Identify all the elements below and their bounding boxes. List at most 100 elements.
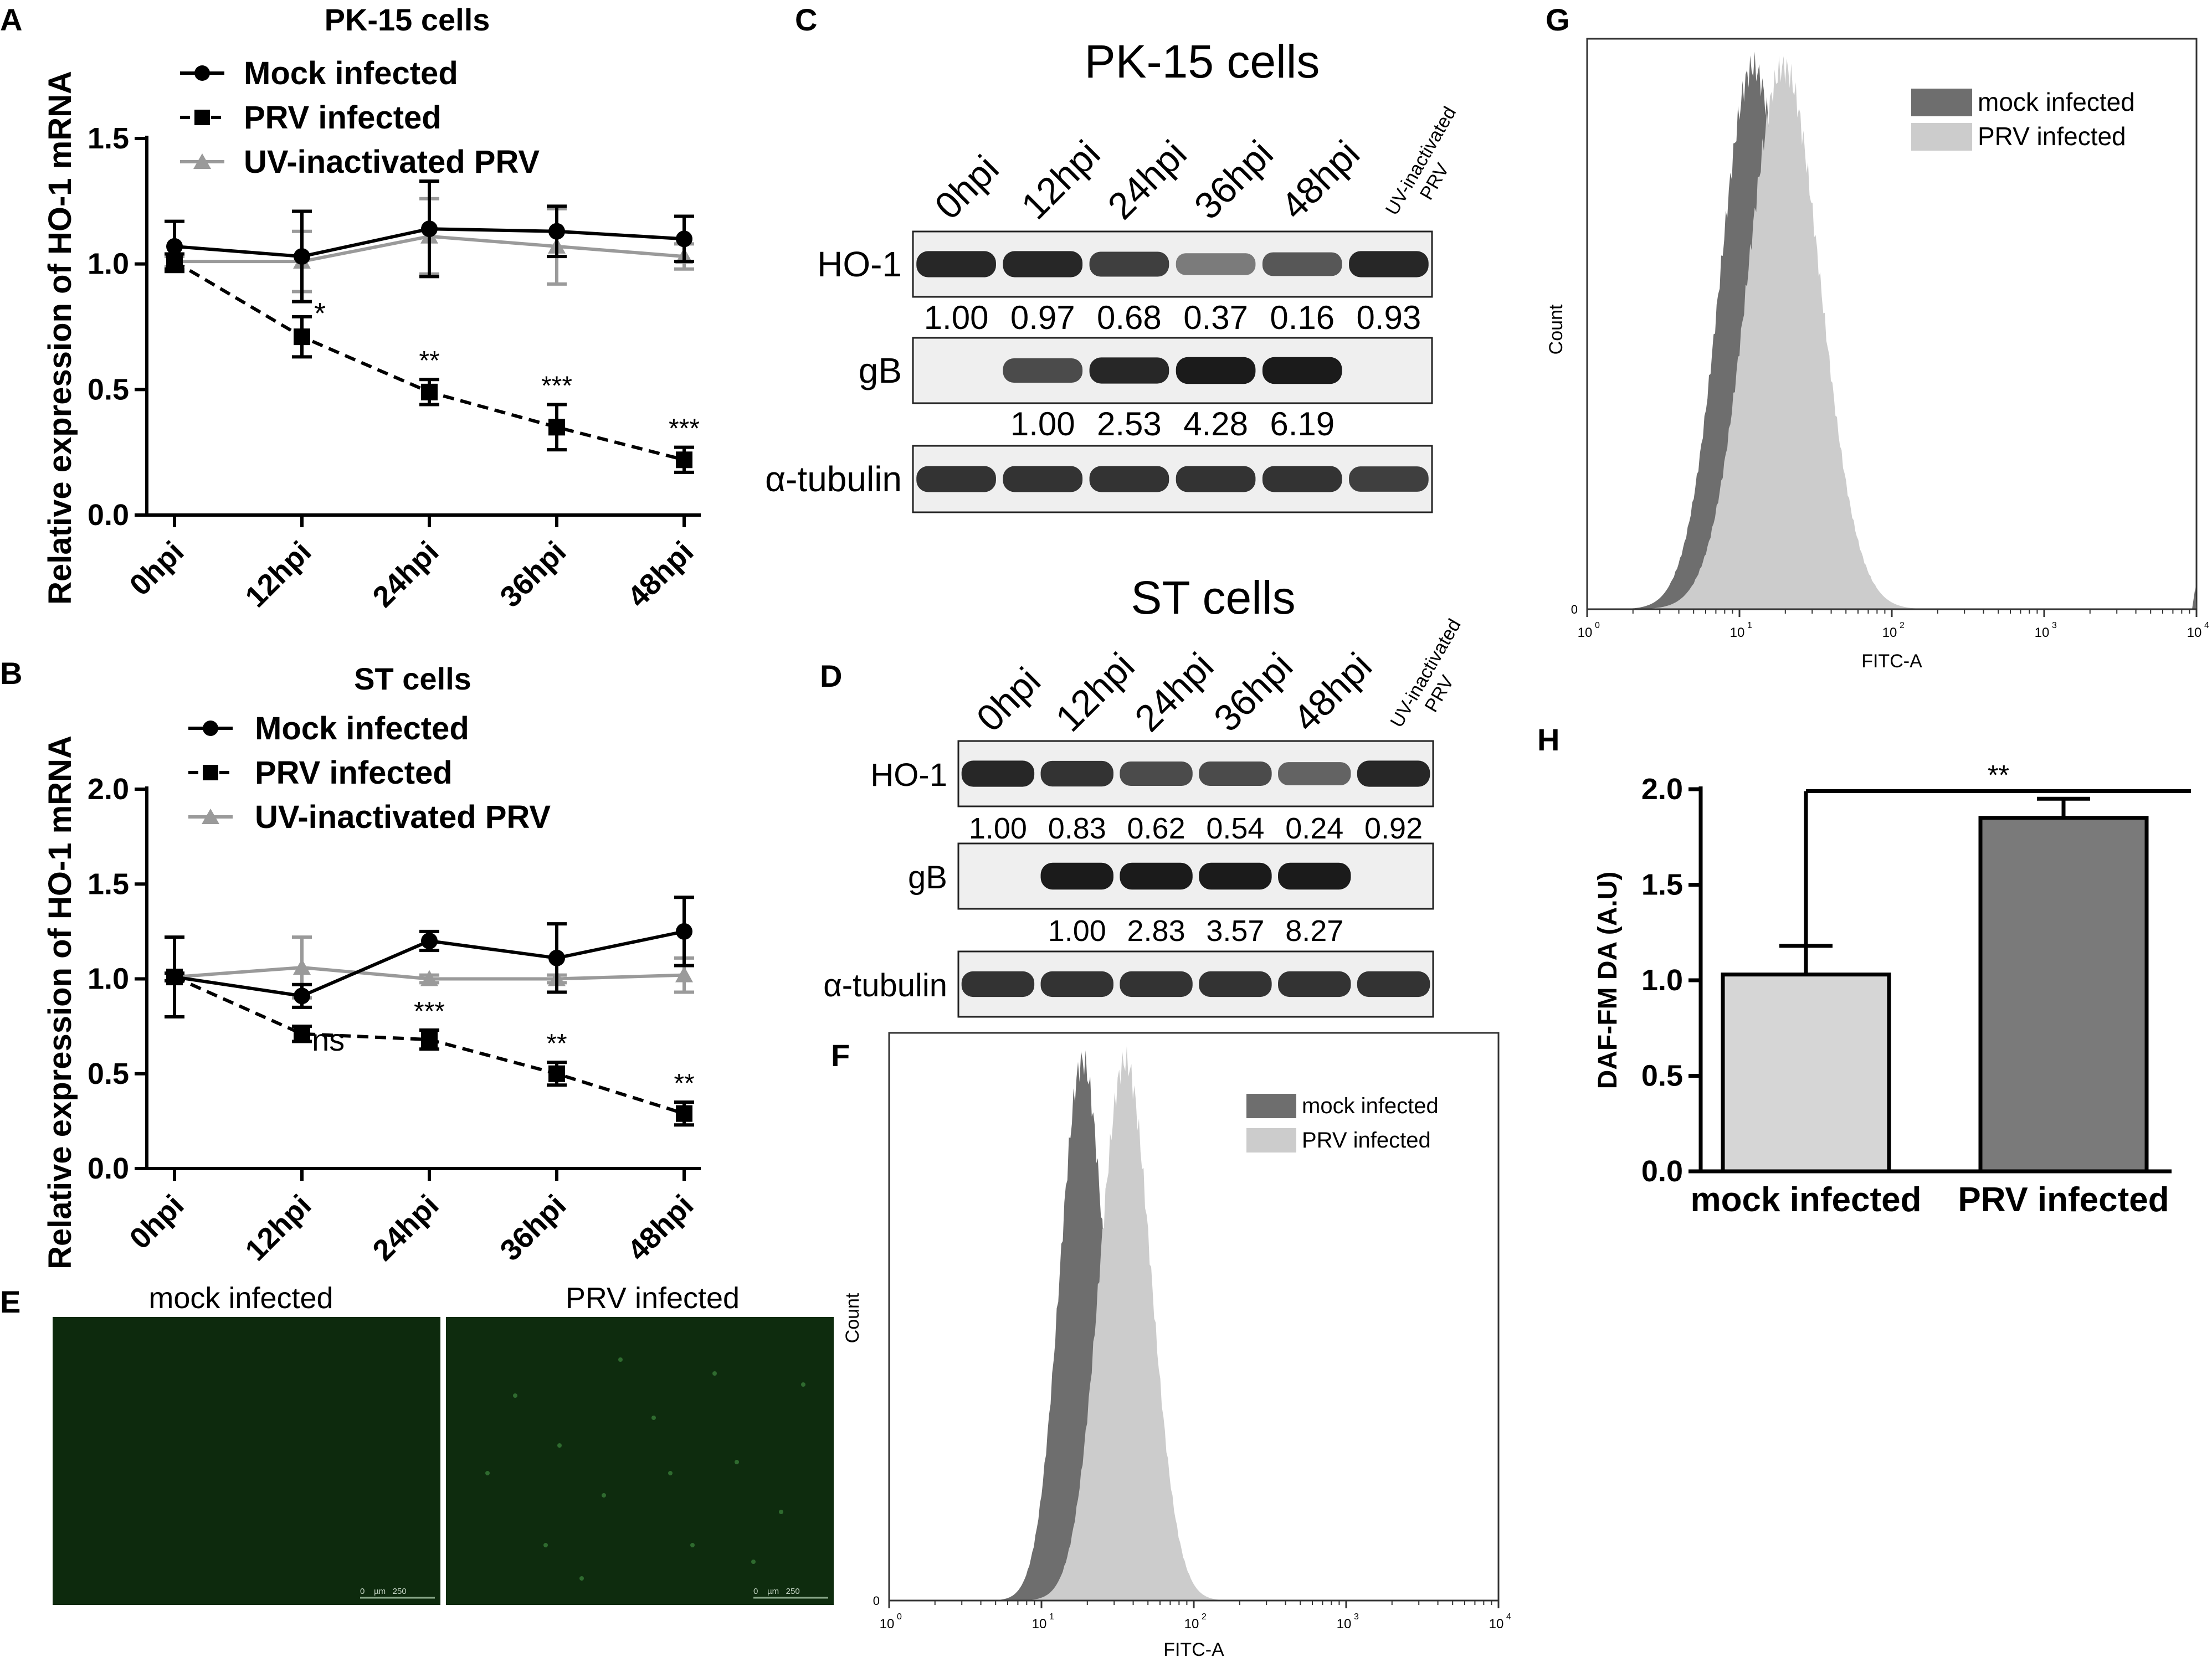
panel-b-point-1-4 (676, 1105, 692, 1122)
panel-h-ytick-label-1: 0.5 (1641, 1059, 1683, 1093)
panel-d-band-0-4 (1278, 762, 1351, 785)
panel-e-scalebar-mock: 0 µm 250 (360, 1587, 435, 1599)
panel-b-point-2-4 (675, 966, 693, 982)
panel-d-band-0-0 (961, 760, 1035, 787)
panel-h-marks: mock infected PRV infected ** (1691, 759, 2191, 1219)
panel-g-areas (1587, 52, 2196, 610)
panel-d-row-label-2: α-tubulin (823, 968, 947, 1004)
panel-g-legend: mock infected PRV infected (1911, 88, 2135, 151)
panel-c-value-1-2: 2.53 (1097, 405, 1162, 443)
panel-c-band-1-1 (1003, 358, 1083, 383)
panel-e-fluorescent-cell-12 (751, 1560, 756, 1564)
panel-d-blot-frame-1 (957, 842, 1434, 910)
panel-a-ytick-label-0: 0.0 (88, 498, 129, 532)
panel-a-ytick-label-1: 0.5 (88, 373, 129, 406)
panel-a-point-1-2 (421, 383, 438, 400)
panel-d-band-2-5 (1357, 971, 1430, 997)
panel-h-ytick-label-4: 2.0 (1641, 773, 1683, 806)
panel-e-fluorescent-cell-6 (779, 1510, 783, 1514)
panel-g-edge-spike (2192, 587, 2196, 609)
panel-c-value-0-0: 1.00 (924, 299, 989, 336)
panel-e-fluorescent-cell-13 (485, 1471, 490, 1475)
panel-d-value-0-0: 1.00 (969, 812, 1027, 845)
panel-letter-a: A (0, 2, 22, 37)
panel-b-ytick-label-0: 0.0 (88, 1152, 129, 1185)
panel-a-legend-mock: Mock infected (244, 55, 458, 91)
panel-d-value-1-2: 2.83 (1127, 914, 1185, 948)
panel-b-legend-marker-mock (203, 721, 218, 736)
panel-c-value-0-1: 0.97 (1010, 299, 1075, 336)
panel-c-band-1-2 (1089, 357, 1169, 384)
panel-g-xtick-exp-2: 2 (1900, 621, 1905, 630)
panel-b-legend-marker-uv (202, 809, 219, 824)
panel-g-xtick-base-3: 10 (2035, 625, 2050, 640)
panel-a-legend-prv: PRV infected (244, 100, 442, 136)
panel-f-flow-histogram: 10 0 10 1 10 2 10 3 10 4 FITC-A Count 0 mock infe… (842, 1032, 1511, 1660)
panel-e-fluorescent-cell-11 (579, 1576, 584, 1581)
panel-h-sig-label: ** (1988, 759, 2009, 790)
panel-letter-e: E (0, 1284, 20, 1319)
panel-b-point-1-3 (548, 1065, 565, 1082)
panel-e-fluorescent-cell-4 (690, 1543, 695, 1547)
panel-a-ylabel: Relative expression of HO-1 mRNA (42, 71, 78, 605)
panel-g-xtick-base-1: 10 (1730, 625, 1745, 640)
panel-c-value-1-1: 1.00 (1010, 405, 1075, 443)
panel-b-ytick-label-1: 0.5 (88, 1057, 129, 1090)
panel-letter-d: D (820, 658, 842, 693)
panel-c-row-label-0: HO-1 (817, 244, 902, 284)
panel-d-band-1-4 (1278, 862, 1351, 890)
panel-e-fluorescence-images: mock infected PRV infected 0 µm 250 0 µm… (53, 1282, 834, 1605)
panel-a-sig-2: ** (419, 346, 439, 375)
panel-d-band-1-3 (1199, 862, 1272, 890)
panel-c-value-1-4: 6.19 (1270, 405, 1335, 443)
panel-a-marks: ********* (165, 179, 700, 474)
panel-b-ytick-label-2: 1.0 (88, 963, 129, 996)
panel-d-value-1-1: 1.00 (1048, 914, 1106, 948)
panel-c-value-0-3: 0.37 (1183, 299, 1248, 336)
panel-d-band-0-2 (1120, 762, 1193, 786)
panel-c-blot-frame-0 (912, 230, 1433, 298)
panel-a-point-0-3 (548, 223, 565, 240)
panel-f-xtick-base-3: 10 (1337, 1617, 1352, 1632)
panel-a-point-0-4 (676, 230, 692, 248)
panel-d-value-0-2: 0.62 (1127, 812, 1185, 845)
panel-c-band-2-5 (1349, 466, 1429, 492)
panel-h-bar-0 (1721, 973, 1891, 1174)
panel-e-scalebar-prv: 0 µm 250 (753, 1587, 828, 1599)
panel-c-title: PK-15 cells (1085, 35, 1320, 88)
panel-g-xtick-exp-3: 3 (2052, 621, 2057, 630)
panel-letter-c: C (795, 2, 817, 37)
panel-g-xtick-base-2: 10 (1882, 625, 1897, 640)
panel-b-legend-mock: Mock infected (255, 711, 469, 747)
panel-d-band-0-3 (1199, 762, 1272, 786)
panel-c-blot-rows: HO-1 1.00 0.97 0.68 0.37 0.16 0.93 gB 1.00 2.53 4.… (765, 230, 1433, 513)
panel-d-row-label-1: gB (908, 860, 947, 896)
panel-f-xtick-base-1: 10 (1032, 1617, 1047, 1632)
panel-g-ylabel: Count (1546, 304, 1567, 354)
panel-a-sig-4: *** (669, 414, 700, 444)
panel-b-title: ST cells (354, 661, 471, 696)
panel-f-xtick-base-0: 10 (880, 1617, 895, 1632)
panel-a-legend-marker-mock (194, 65, 210, 81)
panel-c-band-2-4 (1262, 466, 1342, 492)
panel-a-sig-1: * (314, 297, 326, 330)
panel-b-point-1-0 (166, 969, 183, 986)
panel-e-fluorescent-cell-7 (543, 1543, 548, 1547)
panel-e-label-mock: mock infected (148, 1282, 333, 1315)
panel-a-legend-marker-prv (194, 110, 210, 125)
panel-c-row-label-2: α-tubulin (765, 459, 902, 499)
panel-b-point-2-1 (293, 958, 311, 975)
panel-d-band-2-0 (961, 971, 1035, 997)
panel-g-xtick-base-4: 10 (2187, 625, 2202, 640)
panel-b-legend: Mock infected PRV infected UV-inactivate… (188, 711, 551, 835)
panel-d-band-2-4 (1278, 971, 1351, 997)
panel-f-xtick-exp-4: 4 (1506, 1612, 1511, 1622)
panel-e-fluorescent-cell-3 (651, 1416, 656, 1420)
panel-a-point-1-0 (166, 253, 183, 270)
panel-h-bar-1 (1978, 816, 2149, 1174)
panel-f-xtick-exp-2: 2 (1202, 1612, 1207, 1622)
panel-b-legend-prv: PRV infected (255, 755, 453, 791)
panel-g-legend-prv: PRV infected (1978, 122, 2126, 151)
panel-e-fluorescent-cell-1 (557, 1443, 562, 1448)
panel-f-xtick-exp-1: 1 (1049, 1612, 1054, 1622)
